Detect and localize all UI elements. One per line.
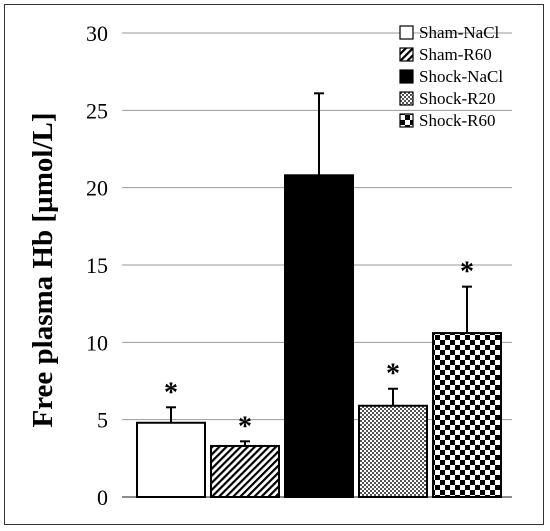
bars: * * * * — [136, 92, 502, 499]
significance-marker: * — [164, 377, 178, 408]
legend-swatch — [399, 113, 414, 128]
legend-swatch — [399, 69, 414, 84]
legend-swatch — [399, 47, 414, 62]
chart-frame — [4, 4, 544, 525]
bar — [432, 332, 502, 499]
y-axis-label: Free plasma Hb [µmol/L] — [27, 112, 59, 427]
legend-entry: Shock-R20 — [419, 89, 496, 108]
y-tick-label: 10 — [86, 330, 108, 355]
y-tick-label: 15 — [86, 253, 108, 278]
y-tick-label: 20 — [86, 176, 108, 201]
bar — [358, 404, 428, 499]
significance-marker: * — [238, 411, 252, 442]
bar — [136, 421, 206, 499]
significance-marker: * — [386, 359, 400, 390]
y-tick-label: 30 — [86, 21, 108, 46]
legend: Sham-NaCl Sham-R60 Shock-NaCl Shock-R20 Shoc… — [399, 23, 503, 130]
legend-entry: Shock-R60 — [419, 111, 496, 130]
legend-swatch — [399, 91, 414, 106]
legend-entry: Shock-NaCl — [419, 67, 503, 86]
legend-entry: Sham-NaCl — [419, 23, 500, 42]
y-tick-label: 25 — [86, 98, 108, 123]
y-tick-label: 5 — [97, 408, 108, 433]
legend-swatch — [399, 25, 414, 40]
bar — [210, 444, 280, 498]
legend-entry: Sham-R60 — [419, 45, 492, 64]
bar — [284, 174, 354, 498]
significance-marker: * — [460, 257, 474, 288]
y-tick-label: 0 — [97, 485, 108, 510]
